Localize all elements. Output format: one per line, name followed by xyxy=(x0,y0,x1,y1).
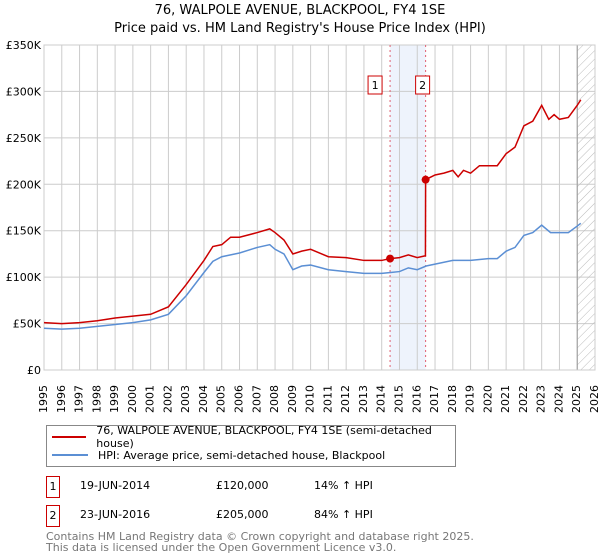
price: £120,000 xyxy=(216,479,269,492)
forecast-hatch xyxy=(577,45,595,370)
transaction-row: 1 19-JUN-2014 £120,000 14% ↑ HPI xyxy=(46,476,546,498)
x-tick-label: 2026 xyxy=(588,385,600,413)
x-tick-label: 1999 xyxy=(108,385,121,413)
x-tick-label: 2002 xyxy=(161,385,174,413)
x-tick-label: 2019 xyxy=(464,385,477,413)
plot-frame xyxy=(43,44,596,371)
y-tick-label: £300K xyxy=(6,85,42,98)
sale-label: 2 xyxy=(419,79,426,92)
subtitle-line: Price paid vs. HM Land Registry's House … xyxy=(114,21,486,36)
property-price-line xyxy=(43,99,582,325)
price-chart: 1995 1996 1997 1998 1999 2000 2001 2002 2003 2004… xyxy=(6,39,600,413)
chart-title: 76, WALPOLE AVENUE, BLACKPOOL, FY4 1SE P… xyxy=(0,2,600,38)
x-tick-label: 2015 xyxy=(392,385,405,413)
x-tick-label: 2000 xyxy=(126,385,139,413)
x-tick-label: 2022 xyxy=(517,385,530,413)
x-tick-label: 2009 xyxy=(286,385,299,413)
legend-swatch xyxy=(52,454,88,456)
hpi-line xyxy=(43,222,582,330)
x-tick-label: 2003 xyxy=(179,385,192,413)
sale-point xyxy=(421,175,430,184)
y-tick-label: £350K xyxy=(6,39,42,52)
y-tick-label: £50K xyxy=(13,318,42,331)
x-tick-label: 2017 xyxy=(428,385,441,413)
date: 23-JUN-2016 xyxy=(80,508,151,521)
y-tick-label: £150K xyxy=(6,225,42,238)
hpi-change: 84% ↑ HPI xyxy=(314,508,373,521)
sale-label-box xyxy=(367,75,383,95)
x-tick-label: 2025 xyxy=(570,385,583,413)
x-tick-label: 2023 xyxy=(535,385,548,413)
y-tick-label: £250K xyxy=(6,132,42,145)
footer-line: This data is licensed under the Open Gov… xyxy=(46,541,397,554)
x-tick-label: 2001 xyxy=(144,385,157,413)
footer-line: Contains HM Land Registry data © Crown c… xyxy=(46,530,474,543)
x-tick-label: 2012 xyxy=(339,385,352,413)
x-tick-label: 2007 xyxy=(250,385,263,413)
marker-badge: 1 xyxy=(46,476,60,498)
x-tick-label: 2014 xyxy=(375,385,388,413)
y-tick-label: £0 xyxy=(27,364,41,377)
legend-item-property: 76, WALPOLE AVENUE, BLACKPOOL, FY4 1SE (… xyxy=(47,424,455,450)
date: 19-JUN-2014 xyxy=(80,479,151,492)
x-tick-label: 2008 xyxy=(268,385,281,413)
sale-label-box xyxy=(415,75,431,95)
y-tick-label: £200K xyxy=(6,178,42,191)
x-tick-label: 2021 xyxy=(499,385,512,413)
x-tick-label: 1995 xyxy=(37,385,50,413)
sale-point xyxy=(386,254,395,263)
x-tick-label: 2018 xyxy=(446,385,459,413)
x-tick-label: 2005 xyxy=(215,385,228,413)
x-tick-label: 2013 xyxy=(357,385,370,413)
sale-label: 1 xyxy=(372,79,379,92)
footer: Contains HM Land Registry data © Crown c… xyxy=(46,531,474,553)
x-tick-label: 1997 xyxy=(73,385,86,413)
x-tick-label: 2004 xyxy=(197,385,210,413)
x-tick-label: 2020 xyxy=(481,385,494,413)
title-line: 76, WALPOLE AVENUE, BLACKPOOL, FY4 1SE xyxy=(154,3,446,18)
legend-label: HPI: Average price, semi-detached house,… xyxy=(98,448,386,462)
legend: 76, WALPOLE AVENUE, BLACKPOOL, FY4 1SE (… xyxy=(46,424,456,467)
x-tick-label: 2011 xyxy=(321,385,334,413)
legend-label: 76, WALPOLE AVENUE, BLACKPOOL, FY4 1SE (… xyxy=(96,424,432,450)
x-tick-label: 2010 xyxy=(304,385,317,413)
hpi-change: 14% ↑ HPI xyxy=(314,479,373,492)
x-tick-label: 2006 xyxy=(233,385,246,413)
legend-item-hpi: HPI: Average price, semi-detached house,… xyxy=(47,446,385,464)
marker-badge: 2 xyxy=(46,505,60,527)
x-tick-label: 1996 xyxy=(55,385,68,413)
x-tick-label: 2024 xyxy=(552,385,565,413)
x-tick-label: 2016 xyxy=(410,385,423,413)
transaction-row: 2 23-JUN-2016 £205,000 84% ↑ HPI xyxy=(46,505,546,527)
sale-period-band xyxy=(390,45,426,370)
x-tick-label: 1998 xyxy=(90,385,103,413)
price: £205,000 xyxy=(216,508,269,521)
y-tick-label: £100K xyxy=(6,271,42,284)
legend-swatch xyxy=(52,436,87,438)
